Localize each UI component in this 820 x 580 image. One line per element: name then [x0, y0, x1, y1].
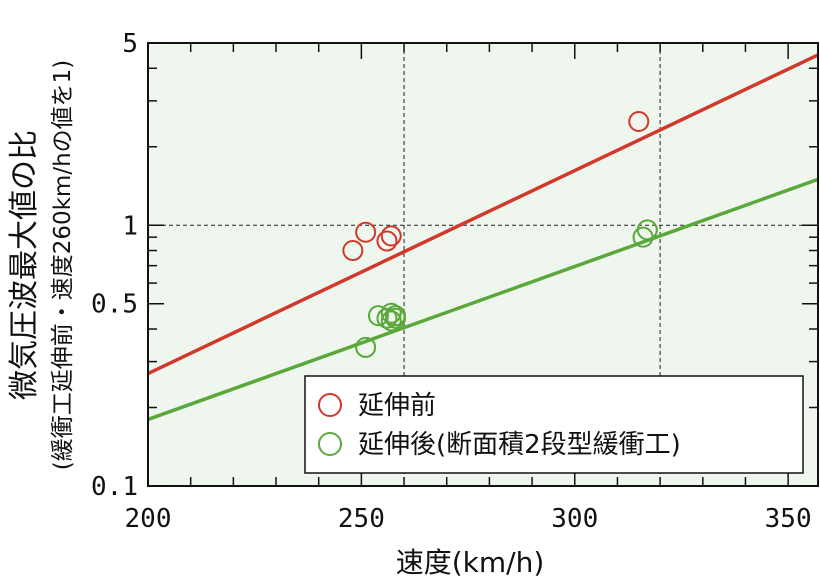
x-tick-labels: 200 250 300 350: [125, 504, 812, 534]
data-point: [367, 305, 389, 327]
fit-lines: [147, 53, 819, 422]
data-points: [342, 110, 658, 358]
x-tick-label: 350: [765, 504, 812, 534]
y-tick-label: 5: [122, 29, 138, 59]
data-point: [355, 221, 377, 243]
data-point: [636, 219, 658, 241]
legend-box: [304, 375, 804, 474]
legend: 延伸前 延伸後(断面積2段型緩衝工): [304, 375, 804, 474]
y-axis-subtitle: (緩衝工延伸前・速度260km/hの値を1): [50, 60, 76, 471]
data-point: [376, 307, 398, 329]
y-tick-label: 0.1: [91, 472, 138, 502]
data-point: [385, 305, 407, 327]
y-axis-title: 微気圧波最大値の比: [7, 130, 42, 400]
data-point: [628, 110, 650, 132]
x-tick-label: 300: [551, 504, 598, 534]
x-axis-title: 速度(km/h): [396, 546, 545, 579]
y-tick-labels: 0.1 0.5 1 5: [91, 29, 138, 502]
legend-label-before: 延伸前: [358, 391, 436, 421]
legend-marker-after: [318, 432, 342, 456]
reference-lines: [148, 43, 818, 486]
y-tick-label: 1: [122, 211, 138, 241]
x-tick-label: 250: [338, 504, 385, 534]
data-point: [376, 230, 398, 252]
fit-line: [147, 53, 819, 376]
data-point: [342, 240, 364, 262]
data-point: [380, 310, 402, 332]
fit-line: [147, 177, 819, 422]
legend-marker-before: [318, 393, 342, 417]
data-point: [380, 225, 402, 247]
y-tick-label: 0.5: [91, 290, 138, 320]
data-point: [355, 336, 377, 358]
plot-frame: [147, 42, 819, 487]
axis-ticks: [147, 42, 818, 487]
x-tick-label: 200: [125, 504, 172, 534]
legend-label-after: 延伸後(断面積2段型緩衝工): [358, 430, 681, 460]
data-point: [380, 302, 402, 324]
